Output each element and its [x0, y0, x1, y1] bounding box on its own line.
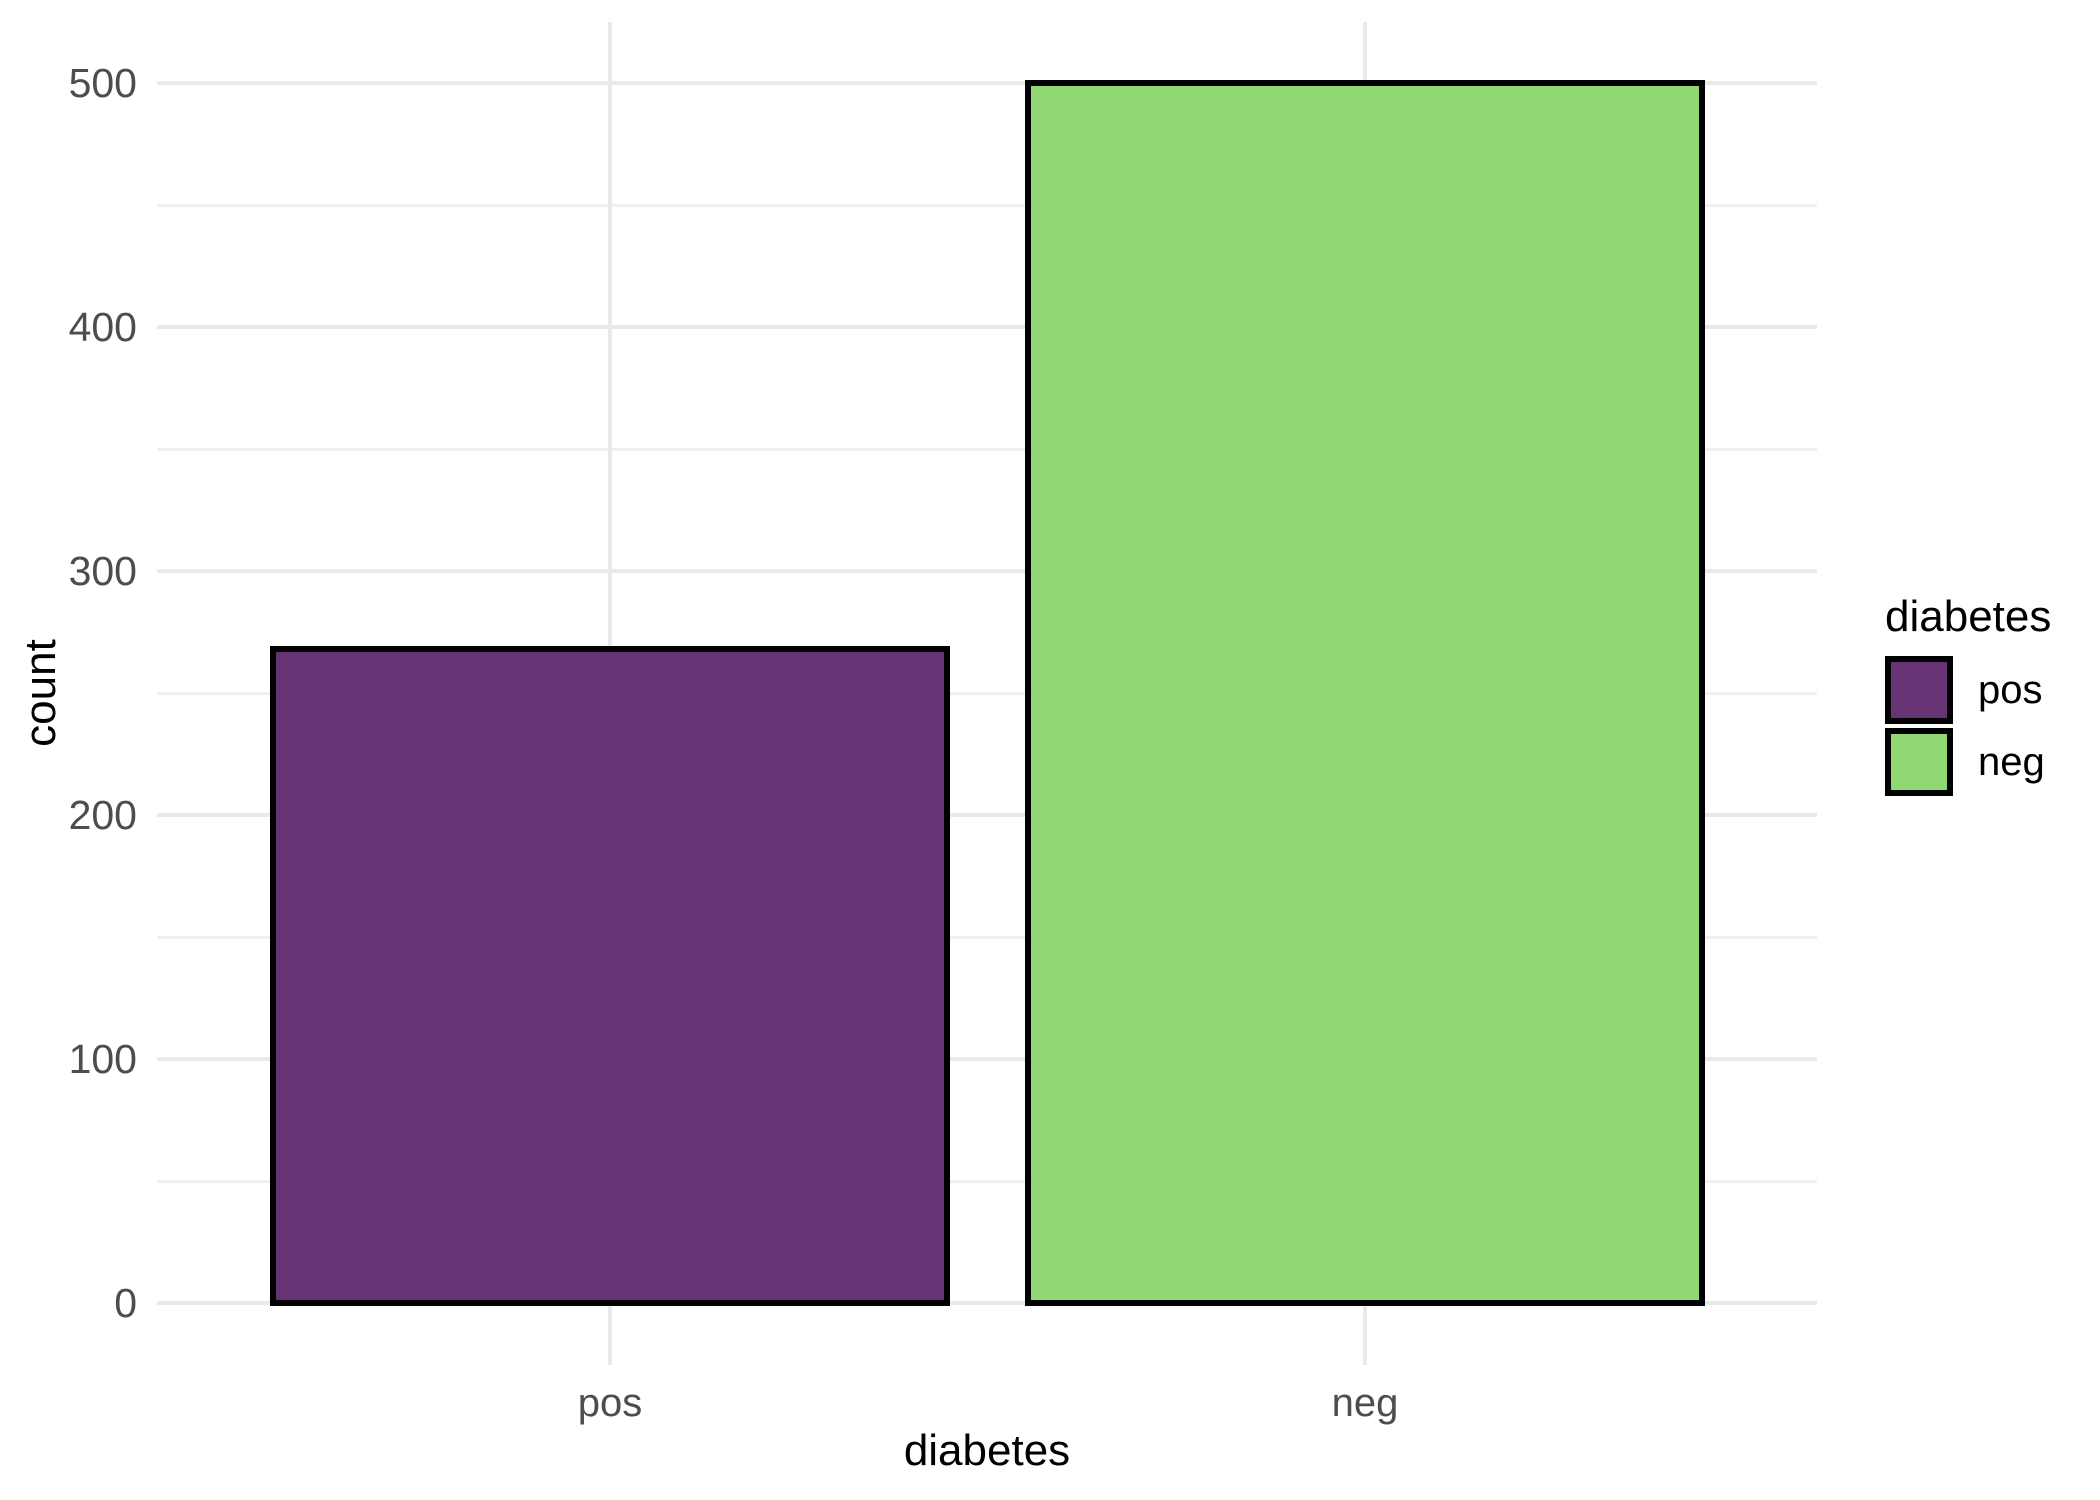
major-gridline-y-400 [157, 325, 1817, 329]
legend-swatch-neg [1885, 728, 1953, 796]
y-tick-label-300: 300 [68, 548, 137, 594]
y-tick-label-100: 100 [68, 1036, 137, 1082]
x-tick-label-pos: pos [577, 1381, 643, 1425]
minor-gridline-y-350 [157, 448, 1817, 451]
legend-item-neg: neg [1885, 728, 2100, 796]
major-gridline-y-500 [157, 81, 1817, 85]
minor-gridline-y-150 [157, 936, 1817, 939]
major-gridline-y-0 [157, 1301, 1817, 1305]
y-tick-label-400: 400 [68, 304, 137, 350]
legend-items: pos neg [1885, 656, 2100, 796]
minor-gridline-y-50 [157, 1180, 1817, 1183]
major-gridline-y-200 [157, 813, 1817, 817]
y-axis-title: count [16, 639, 65, 747]
y-tick-label-200: 200 [68, 792, 137, 838]
legend-swatch-pos [1885, 656, 1953, 724]
legend: diabetes pos neg [1885, 592, 2100, 800]
legend-item-pos: pos [1885, 656, 2100, 724]
legend-item-label-pos: pos [1978, 667, 2043, 712]
y-tick-label-0: 0 [114, 1280, 137, 1326]
minor-gridline-y-450 [157, 204, 1817, 207]
bar-pos [270, 646, 950, 1306]
major-gridline-y-300 [157, 569, 1817, 573]
bar-neg [1025, 80, 1705, 1306]
major-gridline-y-100 [157, 1057, 1817, 1061]
y-tick-label-500: 500 [68, 60, 137, 106]
x-axis-title: diabetes [903, 1426, 1071, 1475]
legend-item-label-neg: neg [1978, 739, 2045, 784]
minor-gridline-y-250 [157, 692, 1817, 695]
x-tick-label-neg: neg [1331, 1381, 1399, 1425]
plot-panel [157, 22, 1817, 1365]
legend-title: diabetes [1885, 592, 2052, 641]
